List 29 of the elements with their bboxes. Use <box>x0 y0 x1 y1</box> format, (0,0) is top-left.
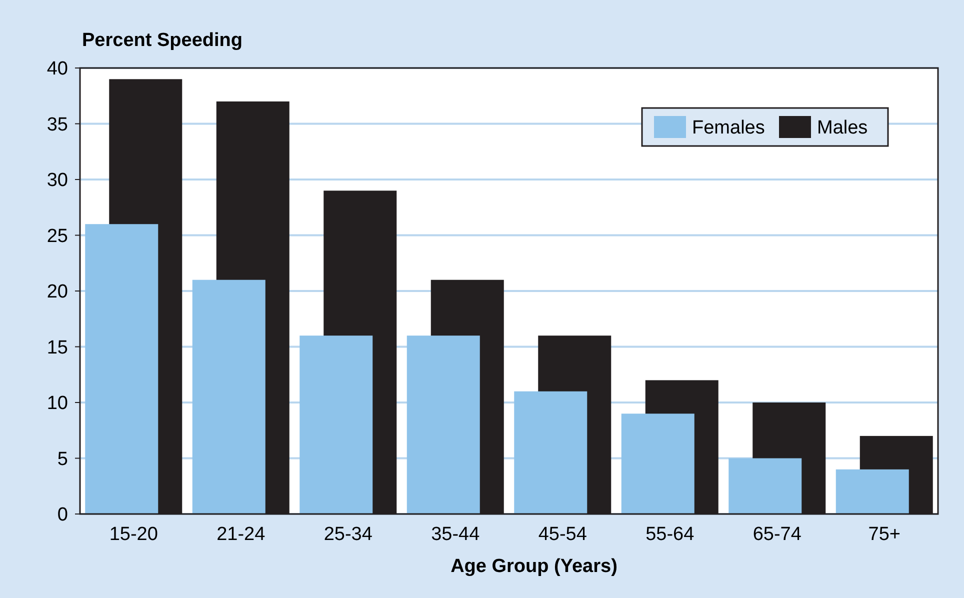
bar <box>621 414 694 514</box>
bar <box>300 336 373 514</box>
y-tick-label: 5 <box>57 448 68 470</box>
x-tick-label: 75+ <box>868 524 900 545</box>
y-tick-label: 10 <box>46 393 68 414</box>
x-tick-label: 65-74 <box>752 524 802 545</box>
bar <box>728 458 802 514</box>
y-tick-label: 15 <box>46 337 68 358</box>
chart-title: Percent Speeding <box>82 30 242 51</box>
y-tick-label: 0 <box>57 504 68 526</box>
y-tick-label: 35 <box>46 114 68 136</box>
bar <box>85 224 158 514</box>
legend-label: Females <box>692 118 765 139</box>
x-tick-label: 25-34 <box>324 524 373 545</box>
y-tick-label: 30 <box>46 170 68 192</box>
x-tick-label: 45-54 <box>538 524 588 545</box>
x-axis-title: Age Group (Years) <box>450 556 618 577</box>
bar <box>192 280 266 514</box>
legend-label: Males <box>817 118 868 139</box>
y-tick-label: 40 <box>46 58 68 80</box>
x-tick-label: 35-44 <box>431 524 480 545</box>
x-tick-label: 15-20 <box>109 524 158 545</box>
bar <box>514 391 588 514</box>
y-tick-label: 20 <box>46 282 68 303</box>
x-tick-label: 55-64 <box>646 524 695 545</box>
y-tick-label: 25 <box>46 226 68 247</box>
x-tick-label: 21-24 <box>216 524 266 545</box>
bar <box>406 336 480 514</box>
bar <box>836 469 909 514</box>
